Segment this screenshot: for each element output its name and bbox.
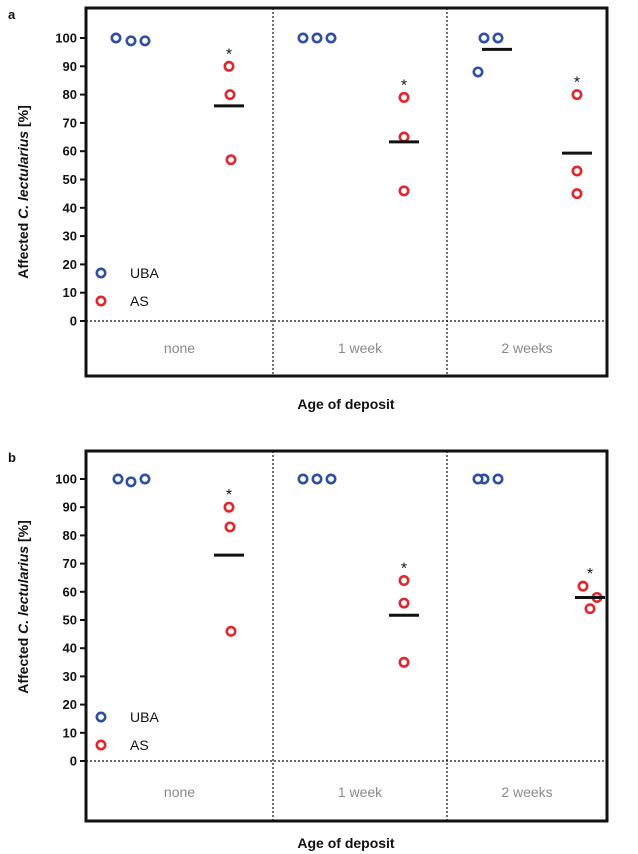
y-axis-label-part: C. lectularius [15,131,31,219]
significance-marker: * [226,487,232,504]
data-point-as [398,575,410,587]
significance-marker: * [401,77,407,94]
data-point-as [398,91,410,103]
legend-label-uba: UBA [130,265,159,281]
panel-label: b [8,450,16,465]
data-point-uba [478,32,490,44]
y-tick-label: 20 [63,697,77,712]
y-tick-label: 100 [55,472,77,487]
y-tick-label: 0 [70,314,77,329]
legend-marker-as [95,739,107,751]
y-axis-label-part: Affected [15,634,31,694]
category-label: none [164,784,195,800]
data-point-uba [125,35,137,47]
y-tick-label: 70 [63,115,77,130]
significance-marker: * [574,75,580,92]
category-label: 2 weeks [501,340,552,356]
y-tick-label: 90 [63,59,77,74]
y-tick-label: 90 [63,500,77,515]
data-point-uba [325,32,337,44]
data-point-uba [472,66,484,78]
data-point-as [398,597,410,609]
data-point-uba [311,32,323,44]
data-point-uba [297,473,309,485]
category-label: none [164,340,195,356]
data-point-uba [110,32,122,44]
data-point-as [398,185,410,197]
y-axis-label: Affected C. lectularius [%] [15,520,31,694]
y-tick-label: 10 [63,285,77,300]
category-label: 1 week [338,784,383,800]
data-point-uba [472,473,484,485]
legend-marker-uba [95,711,107,723]
data-point-as [571,188,583,200]
y-axis-label-part: Affected [15,219,31,279]
y-tick-label: 50 [63,172,77,187]
y-tick-label: 60 [63,144,77,159]
legend-label-as: AS [130,293,149,309]
data-point-as [225,154,237,166]
y-tick-label: 20 [63,257,77,272]
plot-frame [84,6,609,378]
y-tick-label: 80 [63,87,77,102]
y-tick-label: 70 [63,556,77,571]
x-axis-label: Age of deposit [297,835,395,851]
data-point-as [224,89,236,101]
panel-label: a [8,7,16,22]
legend-marker-as [95,295,107,307]
legend-label-as: AS [130,737,149,753]
data-point-as [577,580,589,592]
data-point-uba [492,32,504,44]
plot-frame [84,449,609,823]
y-tick-label: 80 [63,528,77,543]
legend-marker-uba [95,267,107,279]
y-tick-label: 40 [63,200,77,215]
data-point-uba [492,473,504,485]
chart-panel-a: 0 10 20 30 40 50 60 70 80 90 100 Affected C. lectul… [8,6,609,412]
legend-label-uba: UBA [130,709,159,725]
x-axis-label: Age of deposit [297,396,395,412]
significance-marker: * [401,561,407,578]
y-tick-label: 30 [63,669,77,684]
data-point-as [223,501,235,513]
category-label: 2 weeks [501,784,552,800]
data-point-uba [297,32,309,44]
data-point-as [225,625,237,637]
category-label: 1 week [338,340,383,356]
y-tick-label: 10 [63,725,77,740]
y-axis-label-part: [%] [15,105,31,131]
y-axis-label: Affected C. lectularius [%] [15,105,31,279]
chart-panel-b: 0 10 20 30 40 50 60 70 80 90 100 Affected C. lectul… [8,449,609,851]
data-point-uba [325,473,337,485]
significance-marker: * [587,566,593,583]
data-point-as [571,165,583,177]
data-point-uba [311,473,323,485]
y-axis-label-part: C. lectularius [15,546,31,634]
data-point-as [223,60,235,72]
y-tick-label: 100 [55,31,77,46]
significance-marker: * [226,46,232,63]
data-point-as [224,521,236,533]
y-tick-label: 60 [63,584,77,599]
y-tick-label: 40 [63,641,77,656]
data-point-as [398,131,410,143]
y-tick-label: 30 [63,229,77,244]
y-axis-label-part: [%] [15,520,31,546]
data-point-as [584,603,596,615]
data-point-as [398,656,410,668]
data-point-uba [125,476,137,488]
data-point-uba [139,35,151,47]
data-point-uba [139,473,151,485]
y-tick-label: 0 [70,754,77,769]
y-tick-label: 50 [63,613,77,628]
data-point-uba [112,473,124,485]
data-point-as [571,89,583,101]
